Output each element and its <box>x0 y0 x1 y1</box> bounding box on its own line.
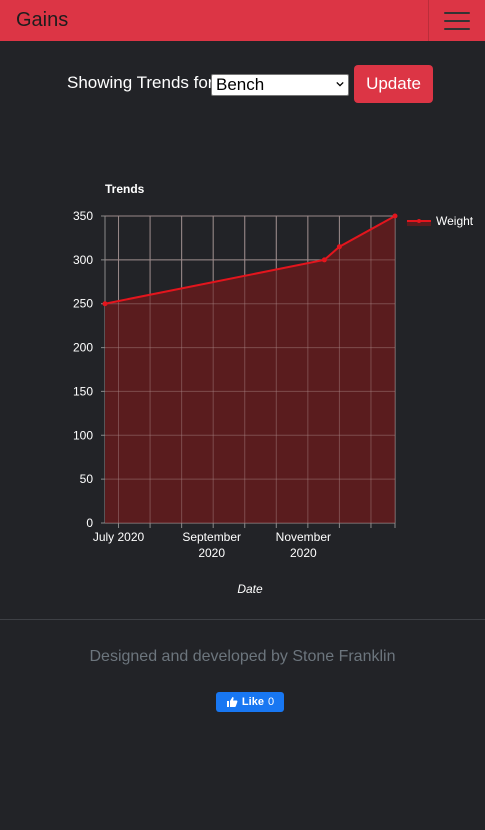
trends-chart: Trends 350 300 250 200 150 100 50 0 July 2020 Se… <box>73 182 474 596</box>
like-count: 0 <box>267 696 275 708</box>
y-tick-label: 350 <box>73 209 93 223</box>
chart-area <box>102 213 398 524</box>
thumbs-up-icon <box>226 697 238 707</box>
x-tick-label: September <box>182 530 241 544</box>
x-tick-label: November <box>276 530 331 544</box>
chevron-down-icon <box>336 81 344 87</box>
data-point[interactable] <box>102 301 108 307</box>
x-tick-label: July 2020 <box>93 530 145 544</box>
trend-controls: Showing Trends for Bench Update <box>0 65 485 103</box>
navbar: Gains <box>0 0 485 41</box>
footer-credit: Designed and developed by Stone Franklin <box>89 648 396 665</box>
trend-label: Showing Trends for <box>67 73 214 92</box>
x-tick-label-line2: 2020 <box>198 546 225 560</box>
hamburger-icon <box>444 11 470 14</box>
footer-divider <box>0 619 485 620</box>
update-button[interactable]: Update <box>354 65 433 103</box>
y-tick-label: 200 <box>73 341 93 355</box>
y-tick-label: 0 <box>86 516 93 530</box>
facebook-like-button[interactable]: Like 0 <box>216 692 284 712</box>
y-tick-label: 100 <box>73 428 93 442</box>
legend-swatch <box>407 222 431 226</box>
y-tick-label: 250 <box>73 297 93 311</box>
chart-title: Trends <box>105 182 145 196</box>
navbar-toggle-button[interactable] <box>428 0 485 41</box>
y-tick-label: 50 <box>80 472 94 486</box>
y-tick-label: 150 <box>73 384 93 398</box>
series-line-weight <box>104 215 396 305</box>
chart-legend[interactable]: Weight <box>407 214 474 228</box>
y-axis: 350 300 250 200 150 100 50 0 <box>73 209 93 530</box>
x-tick-label-line2: 2020 <box>290 546 317 560</box>
y-tick-label: 300 <box>73 253 93 267</box>
x-axis: July 2020 September 2020 November 2020 <box>93 530 331 560</box>
brand-link[interactable]: Gains <box>16 9 69 31</box>
exercise-select[interactable]: Bench <box>211 74 349 96</box>
legend-marker <box>417 219 421 223</box>
x-axis-label: Date <box>237 582 263 596</box>
legend-label: Weight <box>436 214 474 228</box>
data-point[interactable] <box>392 213 398 219</box>
data-point[interactable] <box>321 257 327 263</box>
data-point[interactable] <box>336 244 342 250</box>
series-area-weight <box>105 216 395 523</box>
like-label: Like <box>241 696 264 708</box>
exercise-select-value: Bench <box>216 75 265 94</box>
